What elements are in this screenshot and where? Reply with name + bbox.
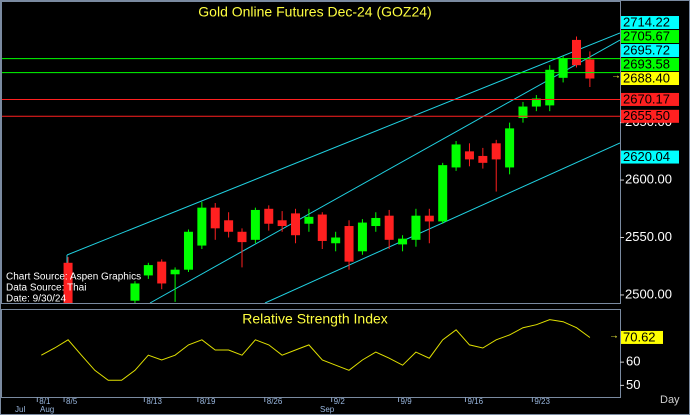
y-tick-label: 2600.00: [625, 172, 672, 187]
y-tick-label: 2550.00: [625, 229, 672, 244]
level-label: 2693.58: [623, 56, 670, 71]
level-label-box: [621, 44, 679, 58]
y-tick-label: 50: [626, 377, 640, 392]
rsi-frame: [1, 309, 621, 398]
candle-body: [505, 128, 515, 168]
level-label: 2688.40: [623, 70, 670, 85]
level-label: 2670.17: [623, 91, 670, 106]
candle-body: [331, 237, 341, 244]
candle-body: [464, 151, 474, 160]
candle-body: [63, 262, 73, 303]
rsi-line: [41, 319, 591, 381]
candle-body: [558, 58, 568, 78]
x-tick-label: 9/23: [534, 397, 550, 406]
main-frame: [1, 1, 621, 304]
candle-body: [317, 214, 327, 241]
level-label-box: [621, 58, 679, 72]
level-label-box: [621, 16, 679, 30]
source-note: Chart Source: Aspen Graphics: [6, 272, 141, 283]
level-label: 2695.72: [623, 42, 670, 57]
x-tick-label: 8/1: [39, 397, 51, 406]
level-label-box: [621, 72, 679, 86]
month-label: Sep: [320, 405, 335, 414]
candle-body: [183, 231, 193, 270]
rsi-arrow: →: [609, 331, 619, 342]
month-label: Aug: [40, 405, 54, 414]
candle-body: [304, 216, 314, 224]
level-label: 2705.67: [623, 28, 670, 43]
candle-body: [531, 98, 541, 107]
rsi-title: Relative Strength Index: [242, 311, 388, 327]
month-label: Jul: [15, 405, 25, 414]
candle-body: [344, 226, 354, 262]
candle-body: [264, 208, 274, 224]
candle-body: [250, 209, 260, 240]
x-tick-label: 8/5: [66, 397, 78, 406]
y-tick-label: 2500.00: [625, 286, 672, 301]
candle-body: [572, 39, 581, 66]
x-tick-label: 8/19: [200, 397, 216, 406]
candle-body: [384, 215, 394, 240]
candles: [63, 36, 595, 303]
candle-body: [545, 69, 555, 106]
candle-body: [143, 265, 153, 276]
candle-body: [491, 143, 501, 160]
candle-body: [585, 59, 595, 79]
candle-body: [371, 217, 381, 227]
x-tick-label: 9/9: [401, 397, 413, 406]
chart-title: Gold Online Futures Dec-24 (GOZ24): [198, 4, 431, 20]
candle-body: [518, 106, 528, 119]
candle-body: [451, 144, 461, 168]
x-axis-label: Day: [660, 394, 680, 406]
y-tick-label: 60: [626, 354, 640, 369]
level-label-box: [621, 92, 679, 106]
candle-body: [210, 207, 220, 229]
candle-body: [130, 283, 140, 301]
candle-body: [224, 220, 234, 232]
level-label-box: [621, 30, 679, 44]
candle-body: [157, 261, 167, 284]
candle-body: [357, 222, 367, 252]
candle-body: [411, 215, 421, 240]
level-label-box: [621, 150, 679, 164]
level-label: 2714.22: [623, 14, 670, 29]
candle-body: [398, 238, 408, 245]
source-note: Data Source: Thai: [6, 283, 86, 294]
candle-body: [424, 215, 434, 222]
level-label: 2620.04: [623, 149, 670, 164]
channel-upper: [66, 32, 620, 256]
candle-body: [438, 165, 448, 222]
last-price-arrow: →: [611, 71, 621, 82]
candle-body: [277, 220, 287, 227]
candle-body: [170, 269, 180, 275]
x-tick-label: 8/13: [146, 397, 162, 406]
candle-body: [197, 207, 207, 246]
x-tick-label: 8/26: [267, 397, 283, 406]
source-note: Date: 9/30/24: [6, 294, 66, 305]
x-tick-label: 9/16: [467, 397, 483, 406]
candle-body: [237, 231, 247, 243]
level-label: 2655.50: [623, 108, 670, 123]
rsi-last-box: [621, 330, 663, 344]
x-tick-label: 9/2: [334, 397, 346, 406]
level-label-box: [621, 109, 679, 123]
candle-body: [291, 213, 301, 236]
candle-body: [478, 155, 488, 163]
channel-middle: [149, 39, 620, 303]
rsi-last-label: 70.62: [623, 329, 656, 344]
